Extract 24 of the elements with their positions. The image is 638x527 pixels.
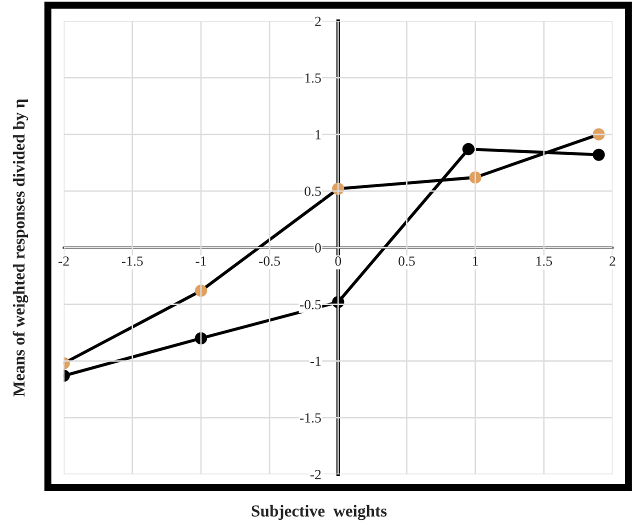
y-tick-label: -1 [310,356,321,366]
x-tick-label: 0 [335,256,342,266]
y-tick-label: 2 [315,16,321,26]
y-tick-label: 0.5 [304,186,321,196]
x-tick-label: -2 [58,256,69,266]
y-tick-label: 1 [316,130,321,140]
x-axis-title: Subjective weights [252,504,387,520]
x-tick-label: -0.5 [259,256,280,266]
point [462,143,475,156]
x-tick-label: -1.5 [122,256,143,266]
y-tick-label: 0 [315,243,321,253]
x-tick-label: 1.5 [536,256,552,266]
y-tick-label: -0.5 [300,300,321,310]
point [592,148,605,161]
point [194,284,208,297]
x-tick-label: -1 [196,256,206,266]
y-tick-label: 1.5 [305,73,321,83]
x-tick-label: 2 [610,256,616,266]
y-axis-title: Means of weighted responses divided by η [12,99,28,396]
x-tick-label: 1 [473,256,478,266]
point [194,332,208,344]
y-tick-label: -2 [310,470,321,480]
x-tick-label: 0.5 [398,256,415,266]
y-tick-label: -1.5 [300,413,321,423]
